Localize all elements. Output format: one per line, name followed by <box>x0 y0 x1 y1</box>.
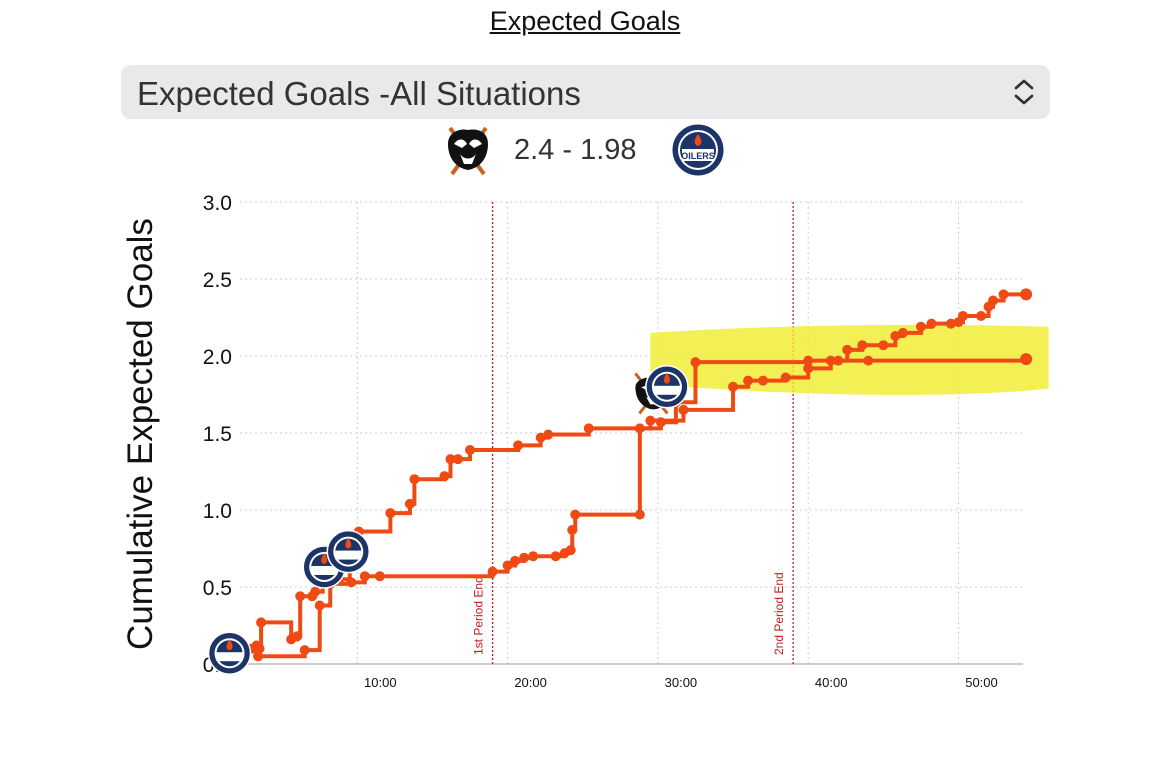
y-tick-label: 2.0 <box>203 346 232 369</box>
ducks-end-point <box>1020 288 1033 301</box>
oilers-goal-marker <box>326 529 371 574</box>
oilers-shot-point <box>251 640 262 651</box>
x-tick-label: 10:00 <box>364 675 397 690</box>
ducks-shot-point <box>842 344 853 355</box>
ducks-shot-point <box>385 508 396 519</box>
ducks-shot-point <box>758 375 769 386</box>
oilers-shot-point <box>299 645 310 656</box>
y-tick-label: 2.5 <box>203 269 232 292</box>
oilers-shot-point <box>502 560 513 571</box>
ducks-shot-point <box>678 404 689 415</box>
ducks-shot-point <box>465 444 476 455</box>
ducks-shot-point <box>292 631 303 642</box>
ducks-shot-point <box>439 471 450 482</box>
oilers-goal-marker <box>207 631 252 675</box>
chevron-up-down-icon <box>1014 79 1034 105</box>
ducks-shot-point <box>780 372 791 383</box>
oilers-shot-point <box>690 357 701 368</box>
oilers-goal-marker <box>645 365 689 409</box>
oilers-shot-point <box>634 509 645 520</box>
oilers-shot-point <box>346 577 357 588</box>
ducks-logo-icon <box>448 126 488 176</box>
period-end-label: 1st Period End <box>472 576 486 655</box>
ducks-shot-point <box>583 423 594 434</box>
oilers-shot-point <box>655 417 666 428</box>
ducks-shot-point <box>445 454 456 465</box>
ducks-shot-point <box>988 295 999 306</box>
y-tick-label: 1.0 <box>203 500 232 523</box>
oilers-shot-point <box>510 555 521 566</box>
oilers-shot-point <box>487 566 498 577</box>
oilers-shot-point <box>374 571 385 582</box>
oilers-end-point <box>1020 353 1033 366</box>
oilers-shot-point <box>314 600 325 611</box>
oilers-shot-point <box>803 355 814 366</box>
score-text: 2.4 - 1.98 <box>514 134 637 166</box>
x-tick-label: 20:00 <box>514 675 547 690</box>
situation-select[interactable]: Expected Goals -All Situations <box>121 65 1050 119</box>
y-tick-label: 3.0 <box>203 192 232 215</box>
ducks-shot-point <box>890 330 901 341</box>
oilers-shot-point <box>863 355 874 366</box>
ducks-shot-point <box>958 310 969 321</box>
svg-text:OILERS: OILERS <box>681 151 715 161</box>
ducks-shot-point <box>535 432 546 443</box>
oilers-logo-icon: OILERS <box>671 123 725 177</box>
xg-chart: 0.00.51.01.52.02.53.010:0020:0030:0040:0… <box>203 192 1049 690</box>
ducks-shot-point <box>915 321 926 332</box>
ducks-shot-point <box>728 381 739 392</box>
ducks-shot-point <box>543 429 554 440</box>
ducks-shot-point <box>998 289 1009 300</box>
page-title: Expected Goals <box>489 6 681 36</box>
x-tick-label: 50:00 <box>965 675 998 690</box>
ducks-shot-point <box>513 440 524 451</box>
x-tick-label: 30:00 <box>665 675 698 690</box>
oilers-shot-point <box>570 509 581 520</box>
x-tick-label: 40:00 <box>815 675 848 690</box>
ducks-shot-point <box>295 591 306 602</box>
y-tick-label: 0.5 <box>203 577 232 600</box>
ducks-shot-point <box>310 586 321 597</box>
oilers-xg-line <box>247 358 1029 659</box>
oilers-shot-point <box>519 552 530 563</box>
ducks-shot-point <box>926 318 937 329</box>
ducks-shot-point <box>645 415 656 426</box>
y-tick-label: 1.5 <box>203 423 232 446</box>
ducks-shot-point <box>945 318 956 329</box>
ducks-shot-point <box>897 327 908 338</box>
ducks-shot-point <box>743 375 754 386</box>
ducks-shot-point <box>803 363 814 374</box>
oilers-shot-point <box>528 551 539 562</box>
oilers-shot-point <box>634 423 645 434</box>
oilers-shot-point <box>567 525 578 536</box>
score-row: 2.4 - 1.98 OILERS <box>440 120 740 180</box>
ducks-shot-point <box>409 474 420 485</box>
ducks-shot-point <box>857 340 868 351</box>
ducks-shot-point <box>878 340 889 351</box>
oilers-shot-point <box>359 571 370 582</box>
ducks-shot-point <box>404 498 415 509</box>
ducks-shot-point <box>256 617 267 628</box>
oilers-shot-point <box>550 551 561 562</box>
period-end-label: 2nd Period End <box>772 572 786 655</box>
oilers-shot-point <box>565 545 576 556</box>
ducks-shot-point <box>453 454 464 465</box>
ducks-shot-point <box>976 310 987 321</box>
oilers-shot-point <box>253 651 264 662</box>
situation-select-value: Expected Goals -All Situations <box>137 75 581 112</box>
